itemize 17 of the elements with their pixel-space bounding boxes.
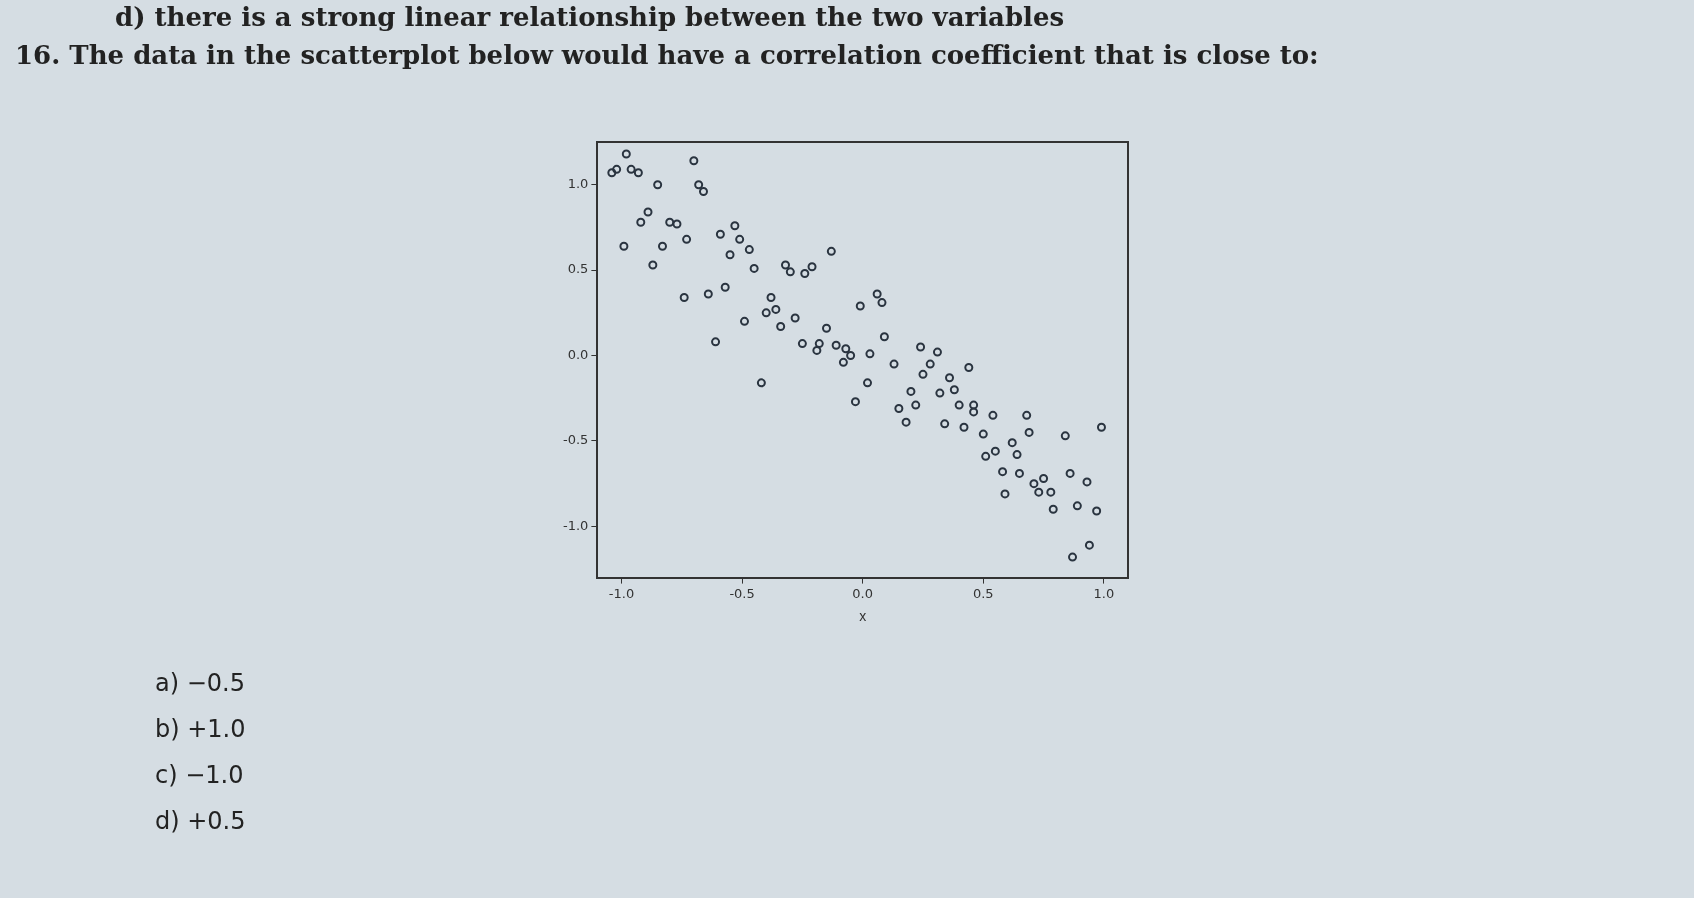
x-tick-label: 0.5 xyxy=(972,585,994,601)
text: d) +0.5 xyxy=(155,806,246,837)
y-tick-label: 0.0 xyxy=(567,346,589,362)
x-tick-label: -1.0 xyxy=(608,585,635,601)
text: a) −0.5 xyxy=(155,668,246,699)
y-tick-label: 0.5 xyxy=(567,261,589,277)
x-axis-title: x xyxy=(859,608,867,625)
chart-title: 16. The data in the scatterplot below would have a correlation coefficient that is close to: xyxy=(15,40,1319,70)
text: b) +1.0 xyxy=(155,714,246,745)
y-tick-label: 1.0 xyxy=(567,176,589,192)
y-tick-label: -0.5 xyxy=(562,432,589,448)
x-tick-label: -0.5 xyxy=(729,585,755,601)
x-tick-label: 1.0 xyxy=(1093,585,1115,601)
text: c) −1.0 xyxy=(155,760,245,791)
y-tick-label: -1.0 xyxy=(562,517,589,533)
text: d) there is a strong linear relationship between the two variables xyxy=(115,2,1065,32)
x-tick-label: 0.0 xyxy=(852,585,874,601)
